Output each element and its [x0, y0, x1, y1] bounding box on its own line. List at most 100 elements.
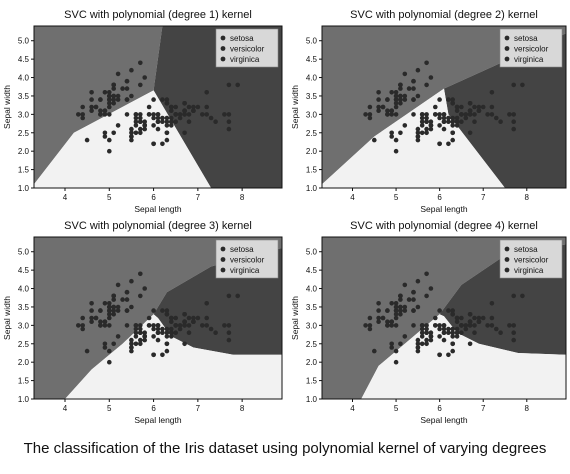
data-point-virginica — [454, 334, 460, 339]
x-tick-label: 5 — [394, 193, 399, 202]
data-point-setosa — [424, 82, 429, 88]
data-point-virginica — [164, 341, 170, 347]
data-point-setosa — [102, 112, 108, 117]
y-tick-label: 2.5 — [306, 340, 318, 349]
data-point-versicolor — [433, 104, 438, 110]
data-point-versicolor — [164, 137, 170, 143]
legend-label-versicolor: versicolor — [230, 256, 265, 265]
data-point-virginica — [459, 112, 464, 117]
data-point-setosa — [115, 97, 121, 102]
data-point-versicolor — [424, 119, 429, 124]
data-point-virginica — [226, 119, 232, 124]
data-point-setosa — [402, 308, 408, 313]
y-tick-label: 2.0 — [18, 147, 30, 156]
data-point-virginica — [164, 130, 170, 136]
data-point-versicolor — [433, 315, 438, 321]
legend-label-virginica: virginica — [514, 55, 544, 64]
data-point-virginica — [441, 323, 447, 328]
data-point-setosa — [385, 108, 390, 113]
data-point-virginica — [191, 319, 196, 325]
legend-label-virginica: virginica — [514, 266, 544, 275]
data-point-setosa — [98, 323, 103, 328]
data-point-virginica — [467, 319, 473, 325]
data-point-virginica — [146, 112, 152, 117]
data-point-setosa — [376, 104, 381, 110]
data-point-versicolor — [111, 341, 116, 347]
data-point-virginica — [472, 323, 477, 328]
data-point-virginica — [173, 112, 178, 117]
data-point-versicolor — [115, 123, 121, 128]
legend-marker-virginica — [220, 267, 226, 273]
legend-marker-setosa — [220, 35, 226, 41]
data-point-versicolor — [428, 126, 434, 132]
data-point-versicolor — [195, 315, 201, 321]
data-point-versicolor — [463, 112, 469, 117]
data-point-versicolor — [107, 148, 112, 154]
data-point-versicolor — [424, 112, 429, 117]
data-point-setosa — [376, 97, 381, 102]
data-point-virginica — [213, 119, 218, 124]
data-point-versicolor — [129, 341, 134, 347]
data-point-versicolor — [393, 359, 399, 365]
data-point-versicolor — [102, 345, 108, 350]
data-point-versicolor — [424, 126, 429, 132]
y-tick-label: 2.5 — [306, 129, 318, 138]
data-point-setosa — [376, 301, 381, 306]
data-point-versicolor — [411, 323, 416, 328]
data-point-setosa — [393, 301, 399, 306]
data-point-versicolor — [415, 341, 421, 347]
decision-region-versicolor — [361, 314, 566, 399]
data-point-virginica — [208, 326, 214, 332]
y-tick-label: 3.0 — [18, 110, 30, 119]
data-point-setosa — [367, 326, 373, 332]
data-point-virginica — [437, 112, 442, 117]
data-point-versicolor — [133, 326, 139, 332]
data-point-setosa — [385, 112, 390, 117]
data-point-setosa — [376, 319, 381, 325]
legend-marker-setosa — [504, 246, 510, 252]
data-point-virginica — [222, 323, 227, 328]
data-point-setosa — [415, 67, 421, 73]
x-tick-label: 7 — [196, 193, 201, 202]
data-point-virginica — [446, 97, 451, 102]
data-point-virginica — [160, 97, 165, 102]
data-point-virginica — [489, 90, 495, 95]
data-point-versicolor — [160, 352, 165, 358]
data-point-setosa — [98, 108, 103, 113]
data-point-virginica — [494, 326, 499, 332]
data-point-versicolor — [419, 326, 425, 332]
data-point-virginica — [437, 323, 442, 328]
data-point-setosa — [398, 304, 403, 310]
x-tick-label: 7 — [196, 404, 201, 413]
data-point-virginica — [160, 119, 165, 124]
data-point-virginica — [164, 97, 170, 102]
data-point-virginica — [511, 323, 516, 328]
data-point-virginica — [467, 108, 473, 113]
data-point-virginica — [173, 323, 178, 328]
legend-marker-versicolor — [220, 46, 226, 51]
data-point-setosa — [372, 137, 377, 143]
data-point-versicolor — [129, 348, 134, 354]
data-point-setosa — [389, 112, 395, 117]
y-tick-label: 5.0 — [18, 248, 30, 257]
chart-title: SVC with polynomial (degree 1) kernel — [64, 9, 252, 21]
legend-marker-virginica — [504, 56, 510, 62]
data-point-versicolor — [115, 334, 121, 339]
data-point-setosa — [376, 108, 381, 113]
data-point-setosa — [398, 293, 403, 299]
x-axis-label: Sepal length — [420, 204, 468, 214]
data-point-setosa — [385, 97, 390, 102]
decision-region-setosa — [34, 237, 282, 399]
data-point-versicolor — [155, 326, 161, 332]
data-point-setosa — [402, 97, 408, 102]
figure-caption: The classification of the Iris dataset u… — [23, 440, 547, 457]
data-point-setosa — [393, 93, 399, 99]
legend-marker-versicolor — [504, 46, 510, 51]
data-point-versicolor — [146, 104, 152, 110]
data-point-virginica — [182, 341, 187, 347]
data-point-virginica — [182, 112, 187, 117]
data-point-virginica — [467, 312, 473, 317]
y-tick-label: 1.0 — [306, 184, 318, 193]
y-tick-label: 2.5 — [18, 340, 30, 349]
data-point-setosa — [80, 112, 85, 117]
